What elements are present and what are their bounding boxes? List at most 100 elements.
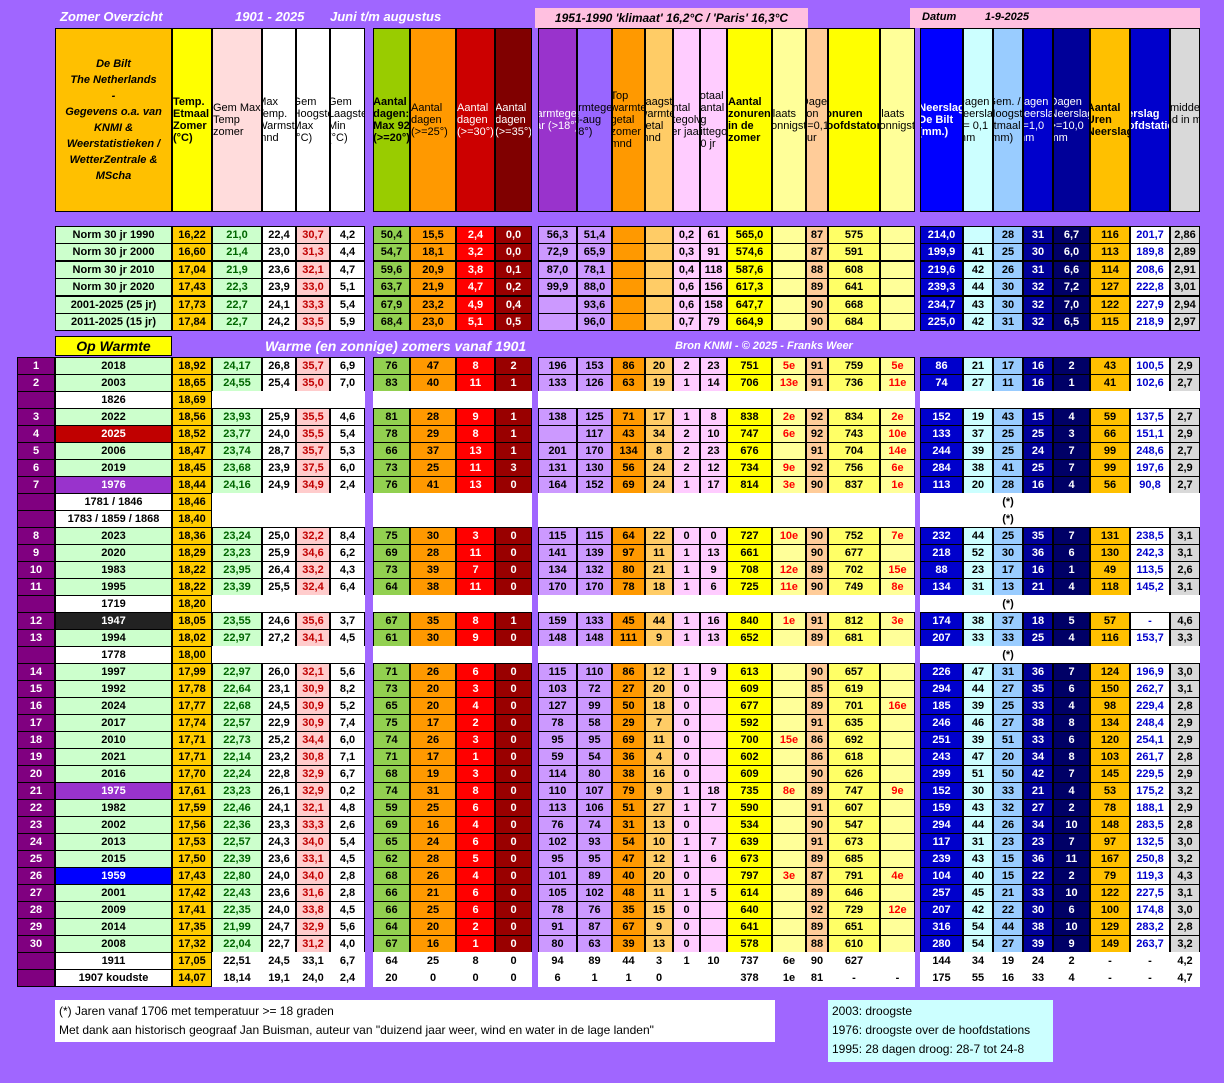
data-cell: 97 — [1090, 833, 1130, 851]
data-cell: 170 — [577, 578, 612, 596]
data-cell: 32,2 — [296, 527, 330, 545]
data-cell: 4 — [456, 697, 495, 715]
data-cell: 2,4 — [330, 476, 365, 494]
data-cell: 144 — [920, 952, 963, 970]
data-cell: 22,14 — [212, 748, 262, 766]
data-cell: 2 — [673, 442, 700, 460]
data-cell: 35 — [1023, 527, 1053, 545]
data-cell: 5 — [700, 884, 727, 902]
column-header: Dagen zon >=0,1 uur — [806, 28, 828, 212]
data-cell: 7 — [1053, 833, 1090, 851]
data-cell: 0 — [495, 884, 532, 902]
data-cell — [806, 510, 828, 528]
norm-cell: 32,1 — [296, 260, 330, 279]
data-cell: 752 — [828, 527, 880, 545]
data-cell — [806, 646, 828, 664]
column-header: Aantal dagen (>=30°) — [456, 28, 495, 212]
norm-cell: 21,9 — [212, 260, 262, 279]
norm-cell: 42 — [963, 313, 993, 331]
data-cell: 40 — [410, 374, 456, 392]
column-header: Gem Laagste Min (°C) — [330, 28, 365, 212]
norm-cell: 0,6 — [673, 278, 700, 297]
data-cell — [700, 918, 727, 936]
norm-cell: 0,0 — [495, 243, 532, 262]
data-cell — [1170, 510, 1200, 528]
data-cell: 56 — [612, 459, 645, 477]
data-cell: 0 — [495, 578, 532, 596]
data-cell: 69 — [373, 816, 410, 834]
data-cell: 47 — [410, 357, 456, 375]
data-cell: 134 — [920, 578, 963, 596]
data-cell: 33,3 — [296, 816, 330, 834]
data-cell: 2,7 — [1170, 408, 1200, 426]
data-cell: 20 — [410, 697, 456, 715]
norm-cell — [612, 295, 645, 314]
data-cell: 613 — [727, 663, 772, 681]
data-cell: 54 — [963, 918, 993, 936]
data-cell: 33 — [963, 629, 993, 647]
data-cell — [920, 595, 963, 613]
data-cell: 20 — [993, 748, 1023, 766]
data-cell: 90 — [806, 544, 828, 562]
year: 1997 — [55, 663, 172, 681]
data-cell: 33,1 — [296, 952, 330, 970]
data-cell: 175,2 — [1130, 782, 1170, 800]
norm-cell: 30 — [1023, 243, 1053, 262]
column-header: Warmtegetal: juni-aug (>18°) — [577, 28, 612, 212]
norm-cell: 22,7 — [212, 295, 262, 314]
data-cell — [373, 595, 410, 613]
data-cell: 2,8 — [1170, 816, 1200, 834]
data-cell: 113 — [538, 799, 577, 817]
rank: 1 — [17, 357, 55, 375]
date-label: Datum — [922, 11, 957, 23]
data-cell: 0 — [673, 765, 700, 783]
year: 2022 — [55, 408, 172, 426]
norm-cell: 0,3 — [673, 243, 700, 262]
data-cell: 737 — [727, 952, 772, 970]
data-cell — [296, 391, 330, 409]
column-header: Warmtegetal jaar (>18°) — [538, 28, 577, 212]
data-cell — [296, 595, 330, 613]
data-cell: 23,9 — [262, 459, 296, 477]
data-cell: 29 — [612, 714, 645, 732]
data-cell: 614 — [727, 884, 772, 902]
rank: 23 — [17, 816, 55, 834]
data-cell: 5,4 — [330, 425, 365, 443]
data-cell: 0 — [495, 867, 532, 885]
data-cell: 11 — [456, 374, 495, 392]
column-header: Neerslag Hoofdstations — [1130, 28, 1170, 212]
norm-cell: 21,4 — [212, 243, 262, 262]
data-cell — [296, 646, 330, 664]
year: 1826 — [55, 391, 172, 409]
data-cell: 19 — [645, 374, 673, 392]
norm-cell: 31 — [1023, 260, 1053, 279]
data-cell — [612, 595, 645, 613]
norm-cell: 90 — [806, 313, 828, 331]
data-cell: 37 — [410, 442, 456, 460]
data-cell: 0 — [495, 833, 532, 851]
norm-cell: 4,2 — [330, 226, 365, 244]
data-cell: 34,4 — [296, 731, 330, 749]
data-cell — [262, 391, 296, 409]
data-cell: 110 — [538, 782, 577, 800]
data-cell: 18,36 — [172, 527, 212, 545]
norm-cell: 24,1 — [262, 295, 296, 314]
data-cell: 4 — [1053, 578, 1090, 596]
data-cell: 29 — [410, 425, 456, 443]
data-cell: 749 — [828, 578, 880, 596]
norm-cell — [612, 313, 645, 331]
data-cell: 35,7 — [296, 357, 330, 375]
data-cell: 26 — [993, 816, 1023, 834]
data-cell: 294 — [920, 816, 963, 834]
data-cell: 294 — [920, 680, 963, 698]
data-cell: 18 — [1023, 612, 1053, 630]
data-cell — [1023, 391, 1053, 409]
data-cell: 69 — [612, 731, 645, 749]
data-cell: 39 — [1023, 935, 1053, 953]
data-cell: 75 — [373, 714, 410, 732]
data-cell: 17,70 — [172, 765, 212, 783]
year: 2024 — [55, 697, 172, 715]
norm-cell: 2,86 — [1170, 226, 1200, 244]
data-cell — [456, 646, 495, 664]
data-cell: 610 — [828, 935, 880, 953]
